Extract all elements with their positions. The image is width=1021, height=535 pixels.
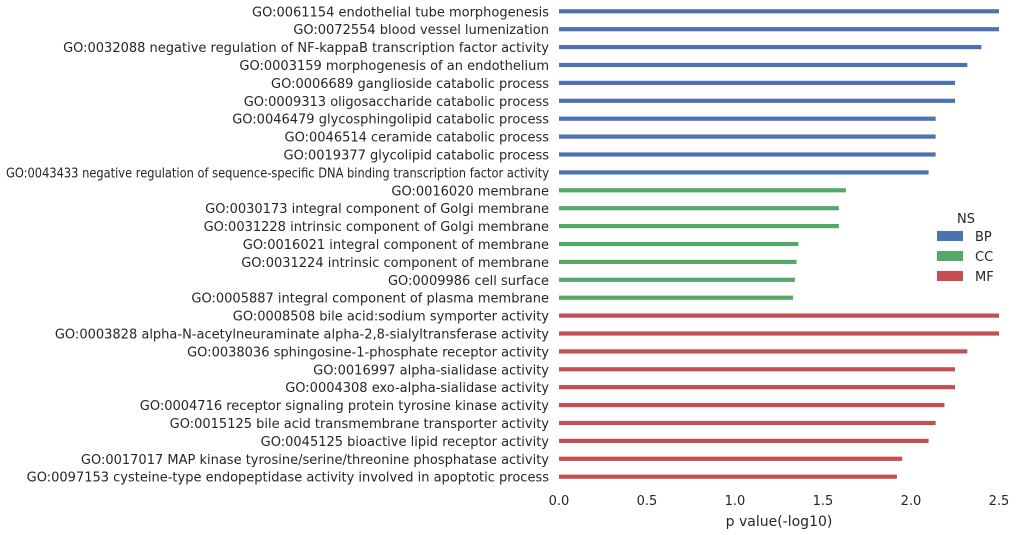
- category-label: GO:0032088 negative regulation of NF-kap…: [63, 41, 549, 56]
- legend-label: CC: [975, 250, 993, 265]
- bar: [559, 474, 897, 479]
- legend-swatch: [937, 251, 963, 261]
- x-tick-label: 2.5: [989, 494, 1010, 509]
- category-label: GO:0043433 negative regulation of sequen…: [6, 166, 549, 181]
- category-label: GO:0017017 MAP kinase tyrosine/serine/th…: [81, 453, 549, 468]
- bar: [559, 224, 839, 229]
- category-label: GO:0009986 cell surface: [388, 274, 549, 289]
- legend-swatch: [937, 271, 963, 281]
- category-label: GO:0015125 bile acid transmembrane trans…: [170, 417, 550, 432]
- category-label: GO:0038036 sphingosine-1-phosphate recep…: [187, 345, 549, 360]
- category-label: GO:0061154 endothelial tube morphogenesi…: [252, 5, 549, 20]
- x-tick-label: 2.0: [901, 494, 922, 509]
- legend-label: MF: [975, 270, 994, 285]
- legend-label: BP: [975, 230, 992, 245]
- category-label: GO:0003159 morphogenesis of an endotheli…: [239, 59, 549, 74]
- x-tick-label: 1.0: [725, 494, 746, 509]
- bar: [559, 403, 945, 408]
- bar: [559, 259, 797, 264]
- category-label: GO:0030173 integral component of Golgi m…: [205, 202, 549, 217]
- category-label: GO:0016020 membrane: [391, 184, 549, 199]
- bar: [559, 134, 936, 139]
- x-axis-label: p value(-log10): [726, 514, 833, 530]
- category-label: GO:0031228 intrinsic component of Golgi …: [204, 220, 549, 235]
- category-label: GO:0045125 bioactive lipid receptor acti…: [261, 435, 550, 450]
- category-label: GO:0004308 exo-alpha-sialidase activity: [285, 381, 549, 396]
- bar: [559, 349, 968, 354]
- x-tick-label: 1.5: [813, 494, 834, 509]
- category-label: GO:0006689 ganglioside catabolic process: [271, 77, 549, 92]
- category-label: GO:0072554 blood vessel lumenization: [293, 23, 549, 38]
- bar: [559, 152, 936, 157]
- bar: [559, 313, 999, 318]
- category-label: GO:0003828 alpha-N-acetylneuraminate alp…: [55, 328, 549, 343]
- bar: [559, 80, 955, 85]
- category-label: GO:0005887 integral component of plasma …: [191, 292, 549, 307]
- category-label: GO:0004716 receptor signaling protein ty…: [140, 399, 550, 414]
- category-label: GO:0008508 bile acid:sodium symporter ac…: [233, 310, 550, 325]
- x-tick-label: 0.0: [549, 494, 570, 509]
- bar: [559, 188, 846, 193]
- category-label: GO:0097153 cysteine-type endopeptidase a…: [27, 471, 550, 486]
- category-label: GO:0016021 integral component of membran…: [243, 238, 549, 253]
- category-label: GO:0019377 glycolipid catabolic process: [284, 149, 550, 164]
- category-labels: GO:0061154 endothelial tube morphogenesi…: [6, 5, 549, 485]
- bar: [559, 241, 799, 247]
- x-axis-ticks: 0.0 0.5 1.0 1.5 2.0 2.5: [549, 494, 1010, 509]
- category-label: GO:0046514 ceramide catabolic process: [285, 131, 550, 146]
- bar: [559, 295, 794, 300]
- bar: [559, 331, 999, 336]
- bar: [559, 277, 795, 282]
- bar: [559, 9, 999, 14]
- legend-swatch: [937, 231, 963, 241]
- legend-title: NS: [957, 212, 975, 227]
- category-label: GO:0009313 oligosaccharide catabolic pro…: [244, 95, 550, 110]
- category-label: GO:0046479 glycosphingolipid catabolic p…: [232, 113, 549, 128]
- bar: [559, 170, 929, 175]
- bar: [559, 62, 968, 68]
- legend-items: BP CC MF: [937, 230, 994, 285]
- bar: [559, 385, 955, 390]
- bar: [559, 206, 839, 211]
- bars-layer: [559, 9, 999, 479]
- bar: [559, 367, 955, 372]
- category-label: GO:0031224 intrinsic component of membra…: [241, 256, 549, 271]
- bar: [559, 438, 929, 443]
- bar: [559, 456, 903, 461]
- bar: [559, 98, 955, 103]
- legend: NS BP CC MF: [937, 212, 994, 285]
- bar: [559, 45, 982, 50]
- bar: [559, 27, 999, 32]
- bar: [559, 116, 936, 121]
- x-tick-label: 0.5: [637, 494, 658, 509]
- category-label: GO:0016997 alpha-sialidase activity: [313, 363, 549, 378]
- bar: [559, 420, 936, 426]
